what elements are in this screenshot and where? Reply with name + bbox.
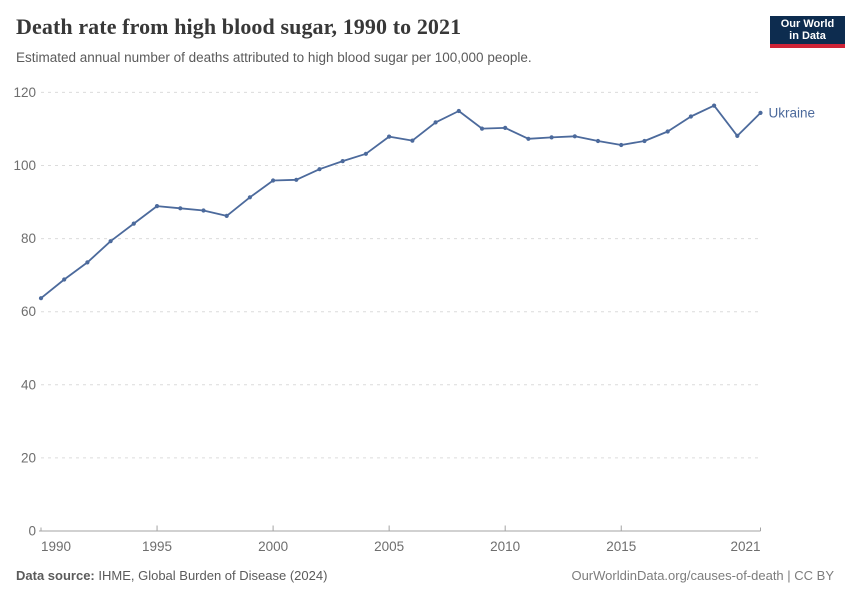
data-point-marker[interactable] bbox=[758, 110, 763, 115]
data-point-marker[interactable] bbox=[294, 177, 299, 182]
data-point-marker[interactable] bbox=[387, 134, 392, 139]
data-point-marker[interactable] bbox=[178, 206, 183, 211]
x-axis-tick-label: 1990 bbox=[41, 539, 71, 554]
data-point-marker[interactable] bbox=[688, 114, 694, 119]
data-point-marker[interactable] bbox=[247, 195, 252, 200]
data-point-marker[interactable] bbox=[85, 260, 90, 265]
data-point-marker[interactable] bbox=[317, 167, 322, 172]
x-axis-tick-label: 2000 bbox=[258, 539, 288, 554]
y-axis-tick-label: 20 bbox=[21, 450, 36, 465]
trend-line-ukraine[interactable] bbox=[40, 104, 762, 300]
data-point-marker[interactable] bbox=[456, 108, 461, 114]
data-point-marker[interactable] bbox=[549, 135, 554, 140]
data-point-marker[interactable] bbox=[363, 151, 368, 156]
x-axis-tick-label: 2015 bbox=[606, 539, 636, 554]
data-point-marker[interactable] bbox=[201, 208, 206, 213]
y-axis-tick-label: 120 bbox=[13, 85, 36, 100]
x-axis-tick-label: 2021 bbox=[730, 539, 760, 554]
data-point-marker[interactable] bbox=[479, 126, 485, 131]
x-axis-tick-label: 1995 bbox=[142, 539, 172, 554]
chart-footer: Data source: IHME, Global Burden of Dise… bbox=[16, 568, 834, 583]
owid-logo-line2: in Data bbox=[789, 30, 826, 42]
data-point-marker[interactable] bbox=[340, 159, 345, 164]
data-point-marker[interactable] bbox=[62, 277, 67, 282]
data-point-marker[interactable] bbox=[735, 133, 740, 138]
data-point-marker[interactable] bbox=[38, 296, 44, 301]
data-point-marker[interactable] bbox=[572, 134, 577, 139]
data-point-marker[interactable] bbox=[271, 178, 276, 183]
y-axis-tick-label: 80 bbox=[21, 231, 36, 246]
y-axis-tick-label: 40 bbox=[21, 377, 36, 392]
owid-logo-line1: Our World bbox=[780, 17, 835, 30]
data-point-marker[interactable] bbox=[131, 221, 136, 226]
data-point-marker[interactable] bbox=[619, 142, 624, 148]
data-point-marker[interactable] bbox=[642, 138, 647, 144]
data-point-marker[interactable] bbox=[526, 136, 531, 141]
series-label-ukraine[interactable]: Ukraine bbox=[769, 105, 816, 120]
data-source-text: IHME, Global Burden of Disease (2024) bbox=[94, 568, 328, 583]
credit-link[interactable]: OurWorldinData.org/causes-of-death | CC … bbox=[571, 568, 834, 583]
data-point-marker[interactable] bbox=[224, 213, 229, 218]
data-point-marker[interactable] bbox=[433, 120, 438, 125]
x-axis-tick-label: 2005 bbox=[374, 539, 404, 554]
data-point-marker[interactable] bbox=[410, 138, 415, 143]
data-source-note: Data source: IHME, Global Burden of Dise… bbox=[16, 568, 327, 583]
y-axis-tick-label: 60 bbox=[21, 304, 36, 319]
data-point-marker[interactable] bbox=[503, 125, 508, 130]
data-source-label: Data source: bbox=[16, 568, 95, 583]
data-point-marker[interactable] bbox=[595, 138, 601, 144]
data-point-marker[interactable] bbox=[154, 204, 160, 209]
chart-subtitle: Estimated annual number of deaths attrib… bbox=[16, 50, 532, 65]
owid-logo[interactable]: Our World in Data bbox=[770, 16, 845, 48]
x-axis-tick-label: 2010 bbox=[490, 539, 520, 554]
page-title: Death rate from high blood sugar, 1990 t… bbox=[16, 14, 462, 39]
y-axis-tick-label: 100 bbox=[13, 158, 36, 173]
data-point-marker[interactable] bbox=[665, 129, 670, 134]
data-point-marker[interactable] bbox=[108, 239, 113, 244]
y-axis-tick-label: 0 bbox=[28, 524, 36, 539]
data-point-marker[interactable] bbox=[712, 103, 717, 108]
